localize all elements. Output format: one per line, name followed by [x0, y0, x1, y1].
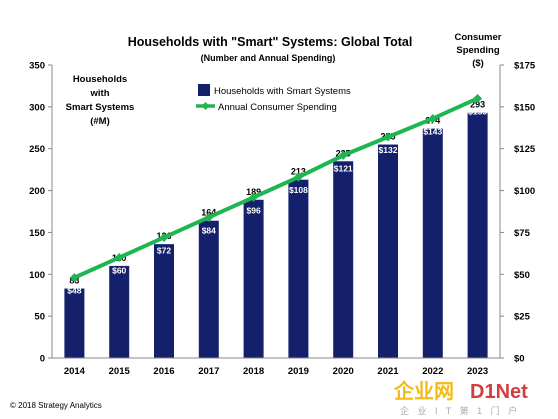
y-right-label-line: Spending: [456, 45, 499, 56]
y-left-tick-label: 100: [29, 270, 45, 281]
bar-series: 83110136164189213235255274293: [64, 100, 488, 359]
x-tick-label: 2021: [377, 366, 399, 377]
y-right-tick-label: $175: [514, 61, 536, 72]
watermark-logo: 企业网 D1Net 企 业 I T 第 1 门 户: [393, 379, 528, 416]
y-right-tick-label: $100: [514, 186, 535, 197]
y-left-tick-label: 150: [29, 228, 45, 239]
spending-point: [159, 232, 169, 242]
bar: [64, 288, 85, 358]
bar-value-label: 213: [291, 167, 306, 177]
bar-value-label: 293: [470, 100, 485, 110]
spending-point: [204, 212, 214, 222]
spending-value-label: $60: [112, 266, 126, 276]
spending-value-label: $132: [379, 145, 398, 155]
y-right-label-line: ($): [472, 58, 484, 69]
spending-value-label: $84: [202, 225, 216, 235]
spending-point: [69, 273, 79, 283]
chart-title: Households with "Smart" Systems: Global …: [128, 35, 413, 49]
spending-point: [249, 192, 259, 202]
bar-value-label: 164: [201, 208, 216, 218]
spending-point: [473, 93, 483, 103]
x-tick-label: 2014: [64, 366, 86, 377]
y-left-label-line: with: [90, 88, 110, 99]
y-right-tick-label: $25: [514, 312, 531, 323]
y-right-label-line: Consumer: [455, 32, 502, 43]
y-right-tick-label: $150: [514, 102, 535, 113]
spending-value-label: $121: [334, 163, 353, 173]
spending-value-label: $72: [157, 245, 171, 255]
y-left-label-line: (#M): [90, 116, 110, 127]
y-left-tick-label: 0: [40, 354, 45, 365]
y-left-tick-label: 200: [29, 186, 45, 197]
bar: [243, 199, 264, 358]
x-tick-label: 2022: [422, 366, 443, 377]
chart-subtitle: (Number and Annual Spending): [201, 53, 336, 63]
legend-line-marker: [201, 102, 210, 110]
spending-point: [428, 114, 438, 124]
x-tick-label: 2019: [288, 366, 309, 377]
bar: [154, 244, 174, 358]
watermark-brand-b: D1Net: [470, 381, 528, 403]
x-tick-label: 2015: [109, 366, 131, 377]
bar: [288, 179, 309, 358]
spending-value-label: $48: [67, 286, 81, 296]
y-right-tick-label: $0: [514, 354, 525, 365]
spending-value-label: $108: [289, 185, 308, 195]
legend-bar-label: Households with Smart Systems: [214, 86, 351, 97]
bar: [198, 220, 219, 358]
legend-bar-swatch: [198, 84, 210, 96]
y-left-label-line: Smart Systems: [66, 102, 135, 113]
bar-value-label: 189: [246, 187, 261, 197]
y-left-tick-label: 250: [29, 144, 45, 155]
spending-line: [73, 96, 479, 280]
y-right-axis-label: Consumer Spending ($): [455, 32, 502, 69]
y-right-tick-label: $50: [514, 270, 530, 281]
x-ticks: 2014 2015 2016 2017 2018 2019 2020 2021 2022 2023: [64, 366, 488, 377]
y-right-ticks: $0 $25 $50 $75 $100 $125 $150 $175: [500, 61, 536, 365]
y-left-tick-label: 50: [34, 312, 45, 323]
y-left-axis-label: Households with Smart Systems (#M): [66, 74, 135, 127]
spending-point: [293, 172, 303, 182]
x-tick-label: 2017: [198, 366, 219, 377]
spending-value-label: $155: [468, 106, 487, 116]
x-tick-label: 2018: [243, 366, 264, 377]
y-right-tick-label: $75: [514, 228, 531, 239]
line-series: $48 $60 $72 $84 $96 $108 $121 $132 $143 $155: [67, 93, 487, 296]
y-left-ticks: 0 50 100 150 200 250 300 350: [29, 61, 52, 365]
bar: [109, 265, 130, 358]
bar: [467, 112, 488, 359]
y-left-label-line: Households: [73, 74, 127, 85]
x-tick-label: 2020: [333, 366, 354, 377]
spending-point: [114, 253, 124, 263]
copyright: © 2018 Strategy Analytics: [10, 401, 102, 410]
spending-point: [383, 132, 393, 142]
x-tick-label: 2016: [153, 366, 174, 377]
x-tick-label: 2023: [467, 366, 488, 377]
spending-value-label: $143: [423, 127, 442, 137]
watermark-brand-a: 企业网: [393, 379, 454, 403]
legend: Households with Smart Systems Annual Con…: [196, 84, 351, 113]
bar: [378, 144, 398, 358]
bar: [333, 161, 354, 358]
legend-line-label: Annual Consumer Spending: [218, 102, 337, 113]
spending-value-label: $96: [247, 205, 261, 215]
y-left-tick-label: 300: [29, 102, 45, 113]
bar: [422, 128, 443, 358]
axes: [51, 65, 501, 359]
y-left-tick-label: 350: [29, 61, 45, 72]
watermark-tagline: 企 业 I T 第 1 门 户: [400, 405, 520, 416]
spending-point: [338, 150, 348, 160]
y-right-tick-label: $125: [514, 144, 536, 155]
